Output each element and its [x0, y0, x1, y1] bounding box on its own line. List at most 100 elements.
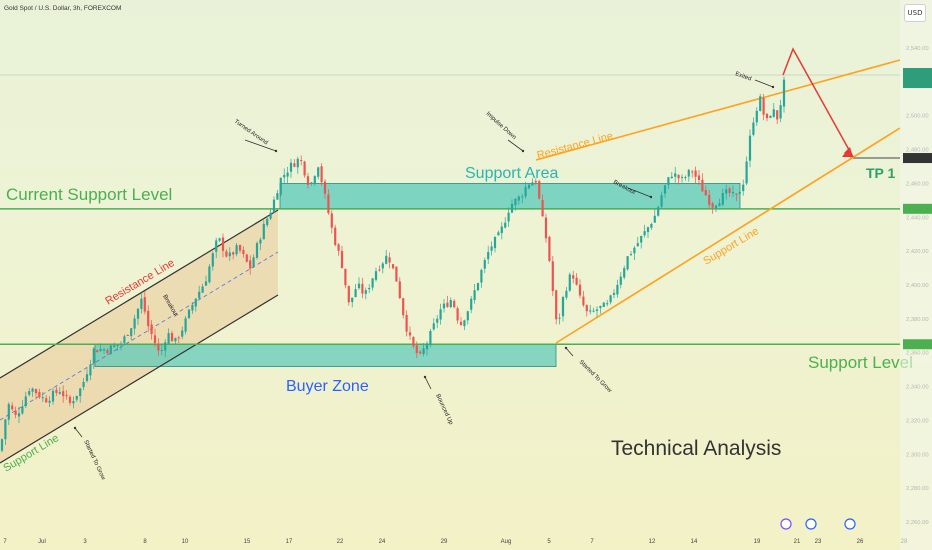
candle-body	[701, 179, 704, 192]
candle-body	[150, 324, 153, 334]
candle-body	[616, 284, 619, 295]
candle-body	[436, 318, 439, 323]
candle-body	[21, 406, 24, 414]
candle-body	[249, 260, 252, 269]
support-level-label: Support Level	[808, 353, 913, 372]
annotation-arrow-tip	[564, 346, 568, 350]
candle-body	[351, 297, 354, 303]
candle-body	[408, 332, 412, 336]
candle-body	[28, 391, 31, 395]
candle-body	[385, 255, 388, 264]
candle-body	[92, 348, 95, 364]
candle-body	[704, 190, 707, 196]
event-icon-0	[780, 518, 792, 530]
candle-body	[89, 364, 92, 376]
candle-body	[558, 317, 561, 319]
candle-body	[731, 191, 735, 194]
candle-body	[357, 283, 361, 289]
candle-body	[531, 182, 534, 186]
x-tick-label: 24	[379, 539, 386, 545]
candle-body	[68, 396, 72, 404]
candle-body	[619, 276, 622, 285]
candle-body	[442, 303, 446, 309]
symbol-title: Gold Spot / U.S. Dollar, 3h, FOREXCOM	[4, 5, 121, 12]
candle-body	[585, 305, 588, 312]
candle-body	[691, 171, 694, 173]
current-price-badge-bg	[903, 68, 932, 88]
candle-body	[55, 389, 58, 393]
candle-body	[735, 193, 738, 195]
candle-body	[153, 335, 157, 344]
candle-body	[714, 205, 718, 209]
x-tick-label: 26	[857, 539, 864, 545]
candle-body	[310, 182, 313, 184]
candle-body	[602, 302, 605, 307]
candle-body	[674, 173, 677, 177]
candle-body	[45, 398, 48, 403]
candle-body	[259, 239, 262, 244]
candle-body	[269, 212, 272, 219]
candle-body	[17, 413, 21, 417]
x-tick-label: Jul	[38, 539, 46, 545]
candle-body	[728, 188, 731, 193]
candle-body	[167, 333, 170, 344]
candle-body	[289, 162, 293, 172]
annotation-arrow	[244, 139, 277, 152]
candle-body	[72, 401, 75, 404]
candle-body	[456, 308, 459, 321]
candle-body	[629, 254, 633, 256]
candle-body	[58, 392, 61, 394]
candle-body	[116, 344, 119, 346]
candle-body	[364, 290, 367, 294]
candle-body	[0, 439, 4, 451]
candle-body	[99, 349, 102, 352]
candle-body	[561, 297, 565, 317]
candle-body	[524, 187, 527, 197]
annotation-arrow	[627, 187, 652, 198]
channel-midline	[0, 251, 279, 421]
currency-button[interactable]: USD	[904, 4, 926, 22]
candle-body	[34, 389, 38, 394]
candle-body	[361, 283, 364, 294]
tp1-label: TP 1	[866, 165, 896, 181]
price-axis-bg	[900, 0, 932, 550]
candle-body	[211, 253, 214, 267]
x-tick-label: 10	[182, 539, 189, 545]
candle-body	[725, 189, 728, 194]
candle-body	[283, 174, 286, 178]
wedge-resistance-label: Resistance Line	[536, 130, 615, 162]
candle-body	[215, 240, 218, 252]
candle-body	[765, 113, 769, 119]
candle-body	[24, 396, 27, 407]
candle-body	[218, 238, 221, 241]
candle-body	[286, 172, 289, 177]
candle-body	[504, 222, 507, 228]
candle-body	[738, 191, 741, 194]
candle-body	[493, 236, 497, 249]
candle-body	[555, 290, 558, 320]
candle-body	[510, 203, 514, 213]
candle-body	[748, 135, 752, 161]
candle-body	[575, 277, 578, 285]
candle-body	[480, 269, 483, 283]
x-tick-label: 7	[590, 539, 594, 545]
candle-body	[446, 302, 449, 307]
candle-body	[160, 349, 163, 351]
candle-body	[164, 342, 167, 351]
candle-body	[551, 261, 554, 292]
candle-body	[235, 245, 238, 255]
candle-body	[687, 169, 690, 177]
candle-body	[500, 226, 503, 234]
candle-body	[119, 343, 123, 345]
candle-body	[7, 404, 10, 420]
candle-body	[232, 252, 235, 255]
chart-title: Technical Analysis	[611, 437, 781, 460]
candle-body	[592, 310, 595, 312]
candle-body	[453, 300, 456, 308]
x-tick-label: 7	[3, 539, 7, 545]
candle-body	[303, 161, 306, 176]
candle-body	[296, 158, 299, 168]
candle-body	[31, 388, 34, 392]
candle-body	[463, 320, 466, 327]
